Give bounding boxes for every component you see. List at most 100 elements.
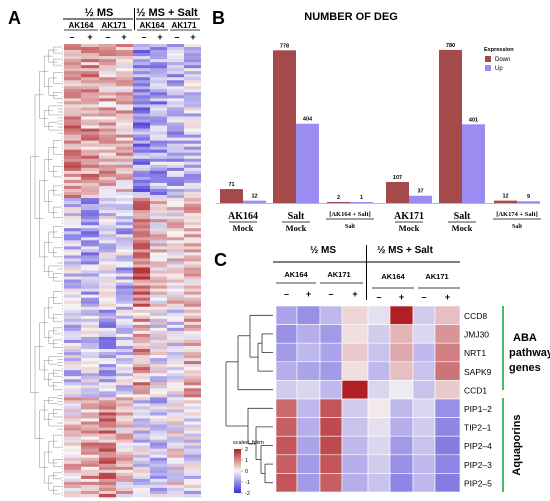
a-heat-cell-98-4 [116, 336, 133, 341]
a-heat-cell-115-7 [167, 388, 184, 392]
a-heat-cell-2-8 [184, 47, 201, 51]
a-heat-cell-14-8 [184, 83, 201, 87]
a-heat-cell-67-8 [184, 243, 201, 247]
a-heat-cell-145-1 [64, 478, 81, 483]
legend-tick-label-5: -2 [245, 491, 250, 497]
heat-cell-4-5 [367, 361, 391, 381]
a-heat-cell-74-7 [167, 264, 184, 268]
a-heat-cell-138-3 [99, 457, 116, 462]
a-heat-cell-120-8 [184, 403, 201, 407]
a-heat-cell-130-7 [167, 433, 184, 437]
a-heat-cell-34-8 [184, 143, 201, 148]
a-heat-cell-58-4 [116, 216, 133, 220]
a-heat-cell-73-7 [167, 261, 184, 265]
a-heat-cell-150-1 [64, 493, 81, 498]
a-heat-cell-140-3 [99, 463, 116, 468]
a-heat-cell-61-6 [150, 225, 167, 229]
a-heat-cell-141-4 [116, 466, 133, 471]
a-heat-cell-46-8 [184, 179, 201, 184]
a-heat-cell-84-8 [184, 294, 201, 299]
a-heat-cell-48-1 [64, 185, 81, 190]
a-heat-cell-104-7 [167, 355, 184, 359]
a-heat-cell-128-2 [81, 427, 99, 431]
a-heat-cell-148-8 [184, 487, 201, 492]
a-heat-cell-6-3 [99, 59, 116, 63]
a-heat-cell-132-2 [81, 439, 99, 443]
a-heat-cell-40-4 [116, 161, 133, 166]
a-heat-cell-49-4 [116, 188, 133, 193]
a-heat-cell-65-2 [81, 237, 99, 241]
a-heat-cell-63-2 [81, 231, 99, 235]
a-heat-cell-120-3 [99, 403, 116, 407]
a-heat-cell-136-1 [64, 451, 81, 456]
a-heat-cell-24-7 [167, 113, 184, 117]
heat-cell-10-3 [319, 473, 343, 493]
a-heat-cell-20-2 [81, 101, 99, 105]
a-heat-cell-149-5 [133, 490, 150, 495]
a-heat-cell-68-1 [64, 246, 81, 250]
a-heat-cell-120-4 [116, 403, 133, 407]
a-heat-cell-57-7 [167, 213, 184, 217]
a-heat-cell-51-8 [184, 195, 201, 199]
a-heat-cell-110-6 [150, 373, 167, 377]
a-heat-cell-117-3 [99, 394, 116, 398]
a-heat-cell-4-6 [150, 53, 167, 57]
a-heat-cell-53-5 [133, 201, 150, 205]
a-heat-cell-104-6 [150, 355, 167, 359]
a-heat-cell-145-6 [150, 478, 167, 483]
a-heat-cell-133-4 [116, 442, 133, 447]
a-heat-cell-93-5 [133, 321, 150, 326]
a-heat-cell-99-5 [133, 339, 150, 344]
a-heat-cell-114-3 [99, 385, 116, 389]
a-heat-cell-28-5 [133, 125, 150, 129]
a-heat-cell-43-8 [184, 170, 201, 175]
a-heat-cell-63-4 [116, 231, 133, 235]
a-heat-cell-91-2 [81, 315, 99, 320]
a-heat-cell-36-7 [167, 149, 184, 154]
a-heat-cell-38-4 [116, 155, 133, 160]
a-heat-cell-147-6 [150, 484, 167, 489]
a-heat-cell-146-2 [81, 481, 99, 486]
a-heat-cell-18-7 [167, 95, 184, 99]
a-heat-cell-51-5 [133, 195, 150, 199]
a-heat-cell-14-6 [150, 83, 167, 87]
a-heat-cell-118-4 [116, 397, 133, 401]
a-heat-cell-123-1 [64, 412, 81, 416]
a-heat-cell-40-6 [150, 161, 167, 166]
a-heat-cell-17-3 [99, 92, 116, 96]
a-heat-cell-141-3 [99, 466, 116, 471]
data-label-up-3: 1 [360, 195, 363, 201]
a-heat-cell-21-5 [133, 104, 150, 108]
a-heat-cell-93-4 [116, 321, 133, 326]
a-heat-cell-61-3 [99, 225, 116, 229]
a-heat-cell-26-5 [133, 119, 150, 123]
a-heat-cell-134-5 [133, 445, 150, 450]
a-heat-cell-6-8 [184, 59, 201, 63]
a-heat-cell-3-7 [167, 50, 184, 54]
a-heat-cell-66-7 [167, 240, 184, 244]
heat-cell-2-4 [341, 324, 369, 344]
a-heat-cell-8-1 [64, 65, 81, 69]
a-heat-cell-13-4 [116, 80, 133, 84]
a-heat-cell-59-4 [116, 219, 133, 223]
heat-cell-6-8 [434, 398, 461, 418]
a-heat-cell-50-4 [116, 191, 133, 196]
a-heat-cell-94-8 [184, 324, 201, 329]
a-heat-cell-145-3 [99, 478, 116, 483]
a-heat-cell-127-2 [81, 424, 99, 428]
a-heat-cell-85-2 [81, 297, 99, 302]
a-heat-cell-135-3 [99, 448, 116, 453]
a-heat-cell-70-3 [99, 252, 116, 256]
a-heat-cell-3-5 [133, 50, 150, 54]
a-heat-cell-19-2 [81, 98, 99, 102]
a-heat-cell-134-2 [81, 445, 99, 450]
a-heat-cell-80-6 [150, 282, 167, 286]
a-heat-cell-114-2 [81, 385, 99, 389]
a-heat-cell-31-6 [150, 134, 167, 138]
a-heat-cell-145-5 [133, 478, 150, 483]
a-heat-cell-6-4 [116, 59, 133, 63]
a-heat-cell-112-6 [150, 379, 167, 383]
panel-c-trt-5: – [376, 292, 381, 302]
a-heat-cell-75-1 [64, 267, 81, 271]
a-heat-cell-48-4 [116, 185, 133, 190]
